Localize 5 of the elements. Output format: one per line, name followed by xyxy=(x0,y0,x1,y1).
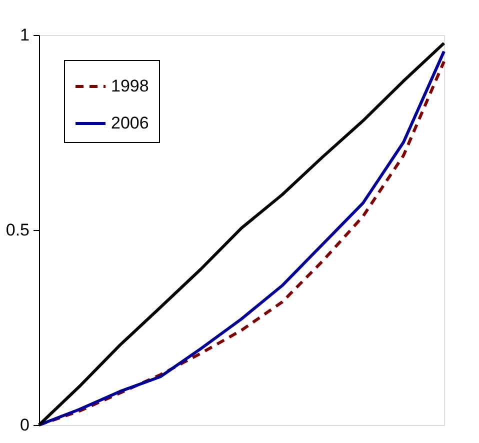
legend-label: 2006 xyxy=(111,114,149,132)
legend-label: 1998 xyxy=(111,76,149,96)
y-tick-label: 1 xyxy=(20,26,30,44)
y-tick-label: 0 xyxy=(20,416,30,434)
y-tick-label: 0.5 xyxy=(6,220,30,240)
